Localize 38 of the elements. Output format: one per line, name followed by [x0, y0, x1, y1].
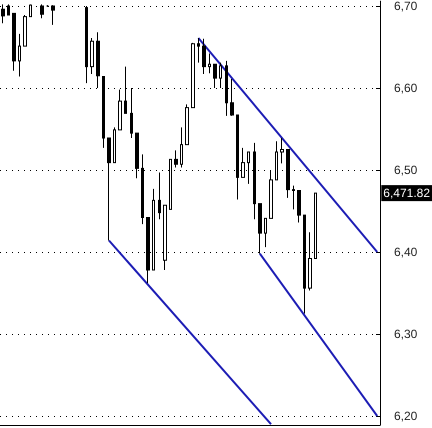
y-tick-label: 6,70 — [394, 0, 418, 13]
candlestick — [23, 14, 27, 47]
candlestick — [174, 150, 178, 168]
y-tick-label: 6,20 — [394, 408, 418, 423]
candlestick — [308, 232, 312, 292]
candlestick — [96, 32, 100, 88]
candlestick — [185, 104, 189, 146]
candlestick — [219, 62, 222, 88]
candlestick — [208, 53, 211, 74]
y-tick-label: 6,40 — [394, 244, 418, 259]
candlestick — [107, 138, 111, 242]
candlestick — [180, 126, 183, 168]
candlestick — [118, 89, 122, 130]
candlestick — [202, 38, 206, 75]
candlestick — [230, 78, 234, 116]
candlestick — [18, 33, 21, 78]
candlestick — [197, 37, 200, 64]
candlestick — [280, 138, 284, 164]
candlestick — [12, 12, 16, 72]
candlestick — [90, 37, 94, 75]
candlestick — [113, 126, 116, 164]
candlestick — [51, 4, 55, 26]
candlestick — [286, 148, 290, 198]
candlestick — [264, 218, 267, 248]
candlestick — [191, 42, 195, 108]
y-tick-label: 6,60 — [394, 80, 418, 95]
candlestick — [269, 169, 273, 219]
text: 6,471.82 — [383, 186, 430, 200]
candlestick — [158, 172, 161, 220]
candlestick — [102, 76, 105, 148]
candlestick — [40, 4, 44, 19]
y-tick-label: 6,30 — [394, 326, 418, 341]
candlestick — [29, 4, 32, 18]
candlestick — [297, 190, 301, 223]
y-tick-label: 6,50 — [394, 162, 418, 177]
candlestick — [213, 64, 217, 88]
candlestick — [292, 185, 295, 210]
candlestick — [275, 140, 278, 180]
